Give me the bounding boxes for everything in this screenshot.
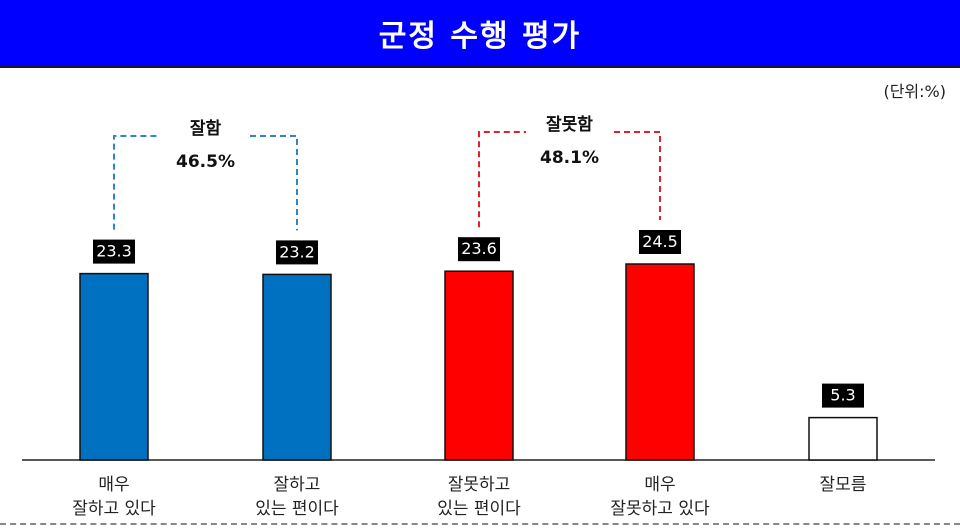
group-bracket-right-2 [614, 131, 661, 220]
group-bracket-left-1 [113, 135, 160, 230]
category-label-4-line-2: 잘못하고 있다 [610, 499, 710, 519]
category-label-1-line-2: 잘하고 있다 [72, 499, 156, 519]
bar-3 [444, 270, 514, 461]
bottom-divider [0, 523, 960, 525]
category-label-2-line-1: 잘하고 [274, 475, 321, 495]
group-total-1: 46.5% [176, 152, 235, 172]
bar-4 [625, 263, 695, 461]
category-label-3-line-1: 잘못하고 [448, 475, 511, 495]
category-label-2-line-2: 있는 편이다 [255, 499, 339, 519]
bar-2 [262, 273, 332, 461]
category-label-5-line-1: 잘모름 [820, 475, 867, 495]
unit-label: (단위:%) [883, 82, 946, 101]
data-label-5: 5.3 [830, 386, 855, 405]
bar-1 [79, 272, 149, 461]
title-bar: 군정 수행 평가 [0, 0, 960, 68]
data-label-2: 23.2 [279, 242, 315, 261]
group-bracket-left-2 [478, 131, 526, 228]
data-label-1: 23.3 [96, 242, 132, 261]
data-label-3: 23.6 [461, 239, 497, 258]
category-label-1-line-1: 매우 [98, 475, 129, 495]
data-label-box-3 [458, 237, 500, 262]
group-label-2: 잘못함 [546, 114, 593, 135]
data-label-box-2 [276, 240, 318, 265]
category-label-4-line-1: 매우 [644, 475, 675, 495]
category-label-3-line-2: 있는 편이다 [437, 499, 521, 519]
group-total-2: 48.1% [540, 148, 599, 168]
bar-5 [808, 416, 878, 461]
data-label-box-4 [639, 230, 681, 254]
data-label-4: 24.5 [642, 232, 678, 251]
group-bracket-right-1 [250, 135, 298, 231]
data-label-box-5 [822, 383, 864, 408]
page-title: 군정 수행 평가 [378, 19, 582, 54]
group-label-1: 잘함 [190, 118, 222, 139]
data-label-box-1 [93, 239, 135, 264]
